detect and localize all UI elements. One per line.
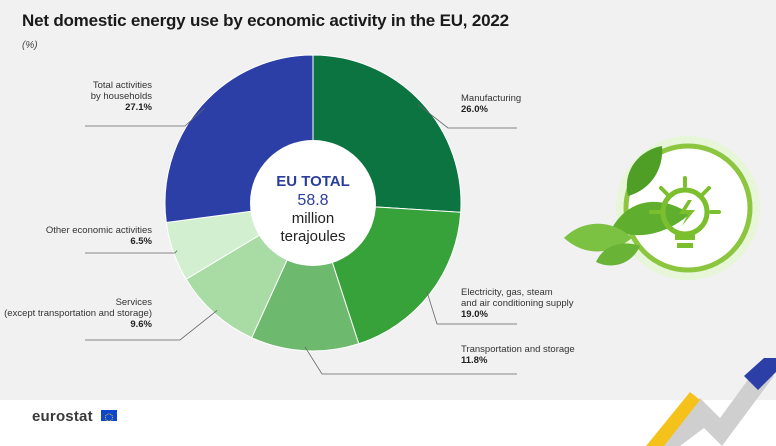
donut-slice bbox=[251, 201, 360, 352]
decorative-chevron bbox=[646, 358, 776, 446]
leaf-icon bbox=[596, 243, 640, 266]
leaf-icon bbox=[626, 146, 663, 196]
slice-value-label: 6.5% bbox=[130, 236, 152, 247]
lightning-icon bbox=[679, 200, 695, 226]
slice-label: by households bbox=[91, 91, 153, 102]
slice-label: Other economic activities bbox=[46, 225, 152, 236]
leader-line bbox=[417, 104, 517, 129]
leader-line bbox=[85, 107, 205, 127]
leader-line bbox=[426, 291, 517, 325]
leaf-icon bbox=[564, 223, 632, 252]
slice-value-label: 9.6% bbox=[130, 319, 152, 330]
center-unit-line2: terajoules bbox=[280, 228, 345, 245]
unit-label: (%) bbox=[22, 40, 38, 51]
center-title: EU TOTAL bbox=[276, 173, 350, 190]
eu-flag-icon bbox=[101, 410, 117, 422]
slice-label: Transportation and storage bbox=[461, 344, 575, 355]
slice-label: Total activities bbox=[93, 80, 152, 91]
bulb-base-icon bbox=[675, 234, 695, 240]
slice-value-label: 26.0% bbox=[461, 104, 488, 115]
slice-value-label: 27.1% bbox=[125, 102, 152, 113]
slice-label: Services bbox=[116, 297, 153, 308]
chart-title: Net domestic energy use by economic acti… bbox=[22, 11, 509, 30]
slice-label: Manufacturing bbox=[461, 93, 521, 104]
eurostat-logo: eurostat bbox=[32, 408, 93, 425]
slice-value-label: 19.0% bbox=[461, 309, 488, 320]
center-value: 58.8 bbox=[297, 192, 328, 209]
leader-line bbox=[304, 346, 517, 375]
slice-label: Electricity, gas, steam bbox=[461, 287, 553, 298]
donut-hole bbox=[250, 140, 376, 266]
slice-label: (except transportation and storage) bbox=[4, 308, 152, 319]
leader-line bbox=[85, 310, 218, 341]
donut-slices bbox=[164, 54, 462, 352]
lightbulb-illustration bbox=[564, 136, 760, 280]
leader-lines bbox=[85, 104, 517, 375]
center-unit-line1: million bbox=[292, 210, 335, 227]
leader-line bbox=[85, 250, 178, 254]
slice-value-label: 11.8% bbox=[461, 355, 488, 366]
illustration-ring bbox=[623, 143, 753, 273]
slice-label: and air conditioning supply bbox=[461, 298, 574, 309]
